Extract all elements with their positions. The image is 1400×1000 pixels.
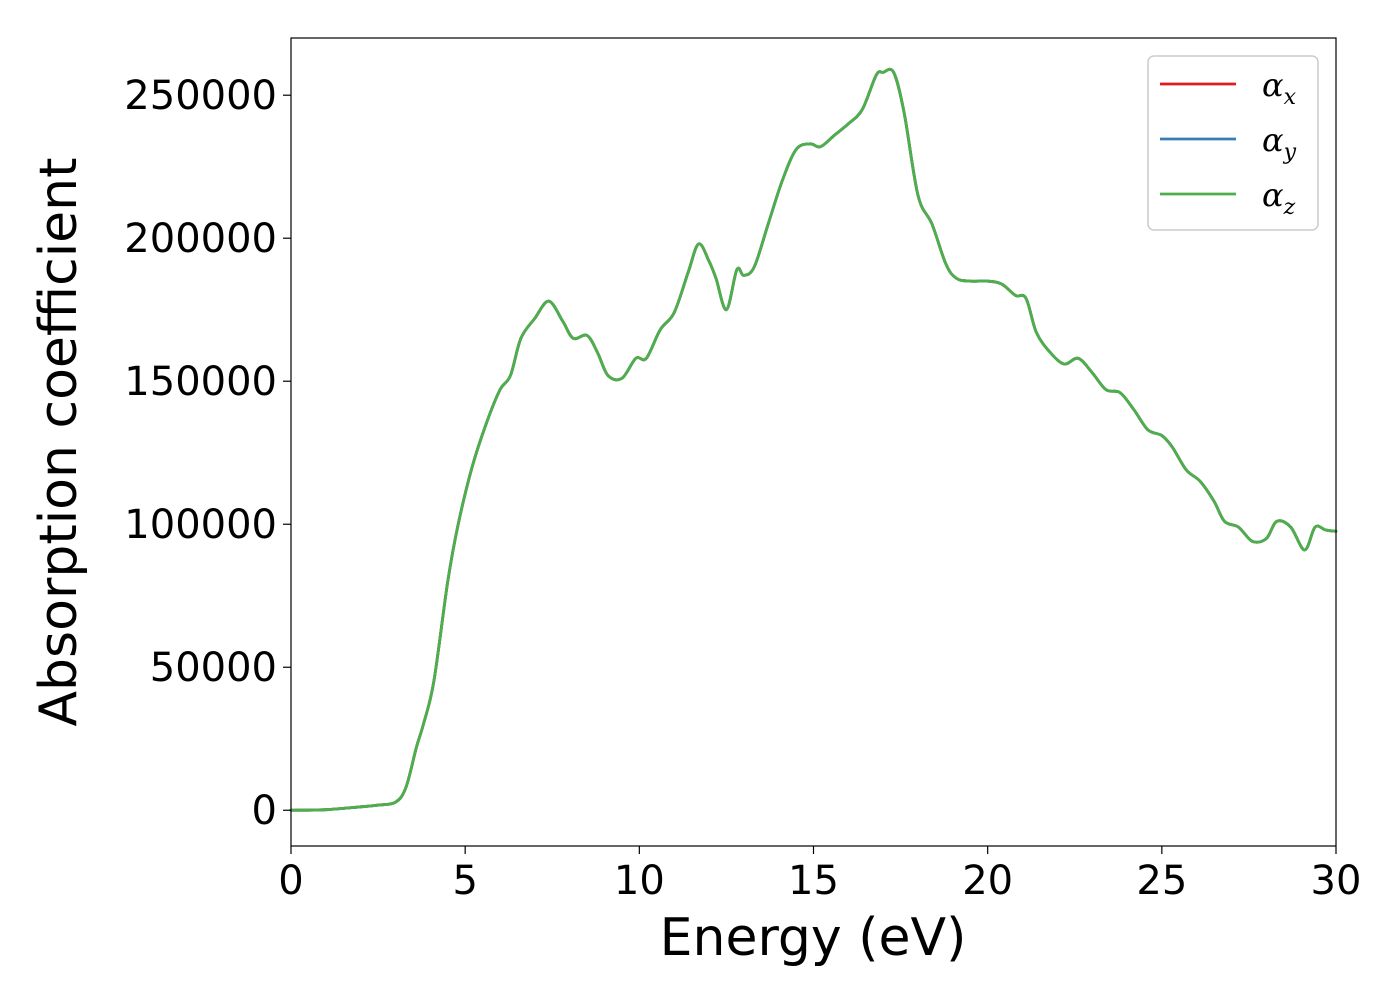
y-axis-label: Absorption coefficient: [29, 157, 89, 726]
x-tick-label: 20: [962, 858, 1013, 904]
axes-ticks: 0 5 10 15 20 25 30 0 50000 100000 150000 200000 2500…: [124, 73, 1361, 904]
axes-frame: [290, 37, 1337, 847]
legend-label-y: αy: [1262, 121, 1297, 165]
x-tick-label: 30: [1311, 858, 1362, 904]
y-tick-label: 150000: [124, 359, 277, 405]
legend-box: [1147, 55, 1319, 231]
x-tick-label: 15: [788, 858, 839, 904]
x-tick-label: 10: [614, 858, 665, 904]
x-tick-label: 0: [278, 858, 303, 904]
series-line-z: [289, 67, 1338, 812]
y-tick-label: 100000: [124, 502, 277, 548]
legend-label-z: αz: [1262, 176, 1296, 220]
x-axis-label: Energy (eV): [660, 908, 967, 968]
y-tick-label: 50000: [150, 645, 277, 691]
legend: αx αy αz: [1147, 55, 1319, 231]
x-tick-label: 25: [1136, 858, 1187, 904]
y-tick-label: 200000: [124, 216, 277, 262]
x-tick-label: 5: [452, 858, 477, 904]
legend-label-x: αx: [1262, 66, 1297, 110]
plot-area: [289, 67, 1338, 812]
y-tick-label: 0: [252, 788, 277, 834]
y-tick-label: 250000: [124, 73, 277, 119]
